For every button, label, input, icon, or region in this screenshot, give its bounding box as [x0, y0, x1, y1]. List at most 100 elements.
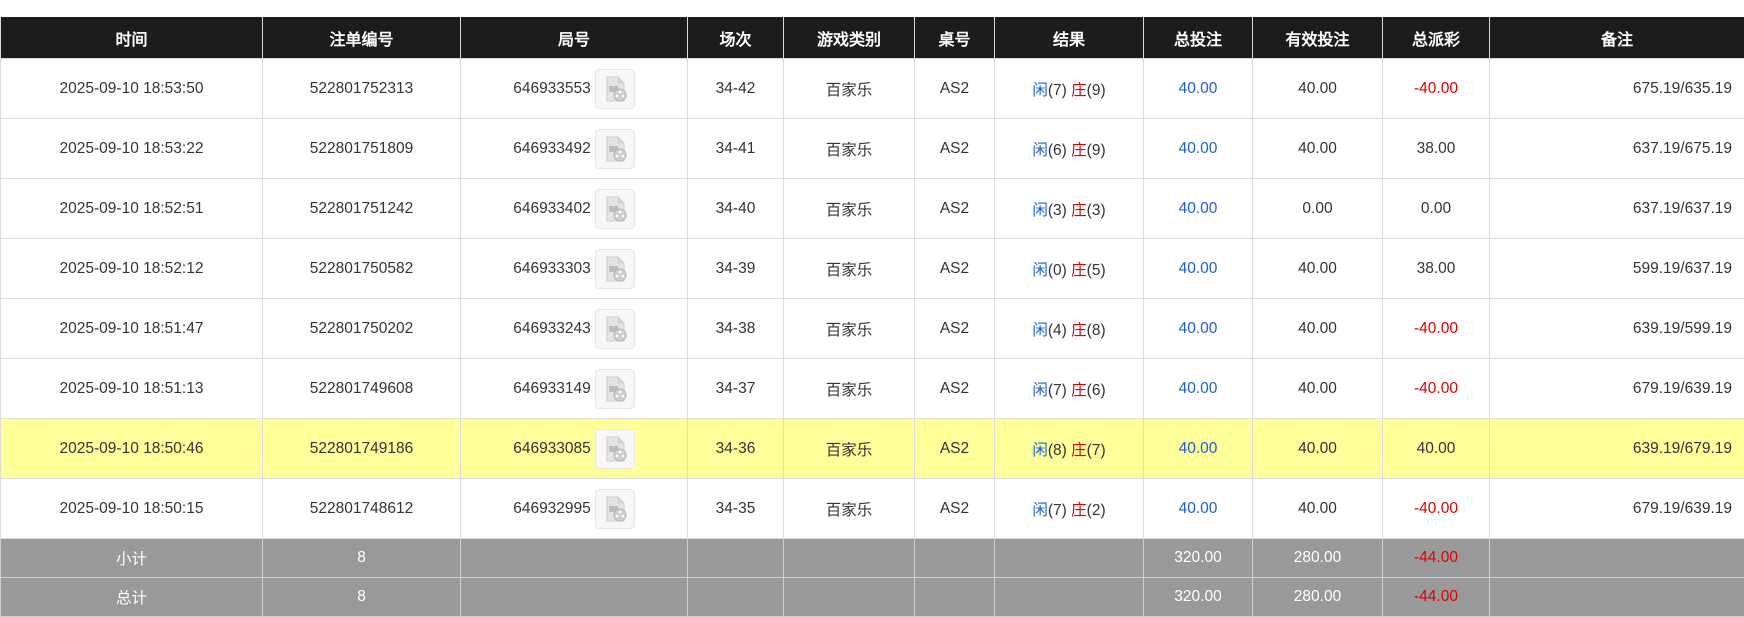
banker-label: 庄 [1071, 82, 1087, 99]
cell-bet-id: 522801750582 [263, 239, 461, 299]
cell-result: 闲(3) 庄(3) [995, 179, 1144, 239]
cell-remark: 599.19/637.19 [1490, 239, 1744, 299]
cell-time: 2025-09-10 18:50:15 [1, 479, 263, 539]
banker-score: (2) [1087, 502, 1106, 519]
cell-valid-bet: 0.00 [1253, 179, 1383, 239]
cell-result: 闲(7) 庄(6) [995, 359, 1144, 419]
empty-cell [461, 578, 688, 617]
cell-time: 2025-09-10 18:50:46 [1, 419, 263, 479]
video-replay-icon[interactable] [595, 369, 635, 409]
cell-session: 34-39 [688, 239, 784, 299]
cell-game-type: 百家乐 [784, 359, 915, 419]
player-label: 闲 [1032, 82, 1048, 99]
cell-remark: 675.19/635.19 [1490, 59, 1744, 119]
cell-valid-bet: 40.00 [1253, 479, 1383, 539]
header-round: 局号 [461, 17, 688, 59]
cell-time: 2025-09-10 18:51:47 [1, 299, 263, 359]
cell-payout: -40.00 [1383, 359, 1490, 419]
player-score: (8) [1048, 442, 1067, 459]
player-score: (6) [1048, 142, 1067, 159]
table-row: 2025-09-10 18:52:51 522801751242 6469334… [1, 179, 1744, 239]
cell-bet-id: 522801749186 [263, 419, 461, 479]
player-label: 闲 [1032, 202, 1048, 219]
banker-label: 庄 [1071, 322, 1087, 339]
header-total-bet: 总投注 [1144, 17, 1253, 59]
empty-cell [784, 539, 915, 578]
player-label: 闲 [1032, 502, 1048, 519]
round-number: 646933553 [513, 80, 591, 97]
subtotal-row: 小计 8 320.00 280.00 -44.00 [1, 539, 1744, 578]
banker-score: (8) [1087, 322, 1106, 339]
cell-round: 646933085 [461, 419, 688, 479]
table-row: 2025-09-10 18:50:15 522801748612 6469329… [1, 479, 1744, 539]
cell-valid-bet: 40.00 [1253, 299, 1383, 359]
cell-session: 34-41 [688, 119, 784, 179]
cell-remark: 637.19/637.19 [1490, 179, 1744, 239]
cell-result: 闲(7) 庄(9) [995, 59, 1144, 119]
cell-result: 闲(6) 庄(9) [995, 119, 1144, 179]
summary-count: 8 [263, 539, 461, 578]
video-replay-icon[interactable] [595, 249, 635, 289]
video-replay-icon[interactable] [595, 429, 635, 469]
table-row: 2025-09-10 18:50:46 522801749186 6469330… [1, 419, 1744, 479]
banker-label: 庄 [1071, 442, 1087, 459]
cell-remark: 679.19/639.19 [1490, 479, 1744, 539]
cell-game-type: 百家乐 [784, 299, 915, 359]
summary-valid-bet: 280.00 [1253, 539, 1383, 578]
cell-game-type: 百家乐 [784, 119, 915, 179]
header-row: 时间 注单编号 局号 场次 游戏类别 桌号 结果 总投注 有效投注 总派彩 备注 [1, 17, 1744, 59]
summary-payout: -44.00 [1383, 539, 1490, 578]
cell-bet-id: 522801750202 [263, 299, 461, 359]
player-label: 闲 [1032, 442, 1048, 459]
empty-cell [915, 578, 995, 617]
empty-cell [1490, 578, 1744, 617]
cell-table: AS2 [915, 419, 995, 479]
video-replay-icon[interactable] [595, 129, 635, 169]
cell-time: 2025-09-10 18:53:22 [1, 119, 263, 179]
header-session: 场次 [688, 17, 784, 59]
cell-valid-bet: 40.00 [1253, 239, 1383, 299]
summary-total-bet: 320.00 [1144, 539, 1253, 578]
player-score: (4) [1048, 322, 1067, 339]
cell-total-bet: 40.00 [1144, 59, 1253, 119]
player-score: (7) [1048, 382, 1067, 399]
cell-payout: -40.00 [1383, 299, 1490, 359]
cell-payout: -40.00 [1383, 59, 1490, 119]
summary-valid-bet: 280.00 [1253, 578, 1383, 617]
cell-bet-id: 522801752313 [263, 59, 461, 119]
cell-payout: 38.00 [1383, 239, 1490, 299]
player-label: 闲 [1032, 382, 1048, 399]
summary-count: 8 [263, 578, 461, 617]
banker-label: 庄 [1071, 262, 1087, 279]
empty-cell [784, 578, 915, 617]
cell-valid-bet: 40.00 [1253, 59, 1383, 119]
cell-remark: 679.19/639.19 [1490, 359, 1744, 419]
cell-time: 2025-09-10 18:52:12 [1, 239, 263, 299]
table-row: 2025-09-10 18:52:12 522801750582 6469333… [1, 239, 1744, 299]
header-game-type: 游戏类别 [784, 17, 915, 59]
cell-valid-bet: 40.00 [1253, 359, 1383, 419]
player-score: (7) [1048, 502, 1067, 519]
video-replay-icon[interactable] [595, 489, 635, 529]
cell-total-bet: 40.00 [1144, 479, 1253, 539]
banker-score: (9) [1087, 82, 1106, 99]
cell-game-type: 百家乐 [784, 479, 915, 539]
video-replay-icon[interactable] [595, 69, 635, 109]
empty-cell [995, 539, 1144, 578]
cell-total-bet: 40.00 [1144, 299, 1253, 359]
video-replay-icon[interactable] [595, 189, 635, 229]
cell-round: 646933553 [461, 59, 688, 119]
cell-payout: -40.00 [1383, 479, 1490, 539]
cell-bet-id: 522801751242 [263, 179, 461, 239]
table-row: 2025-09-10 18:53:50 522801752313 6469335… [1, 59, 1744, 119]
cell-game-type: 百家乐 [784, 419, 915, 479]
cell-table: AS2 [915, 179, 995, 239]
round-number: 646933243 [513, 320, 591, 337]
cell-round: 646933243 [461, 299, 688, 359]
video-replay-icon[interactable] [595, 309, 635, 349]
cell-bet-id: 522801749608 [263, 359, 461, 419]
round-number: 646932995 [513, 500, 591, 517]
cell-remark: 639.19/599.19 [1490, 299, 1744, 359]
cell-result: 闲(4) 庄(8) [995, 299, 1144, 359]
cell-valid-bet: 40.00 [1253, 119, 1383, 179]
